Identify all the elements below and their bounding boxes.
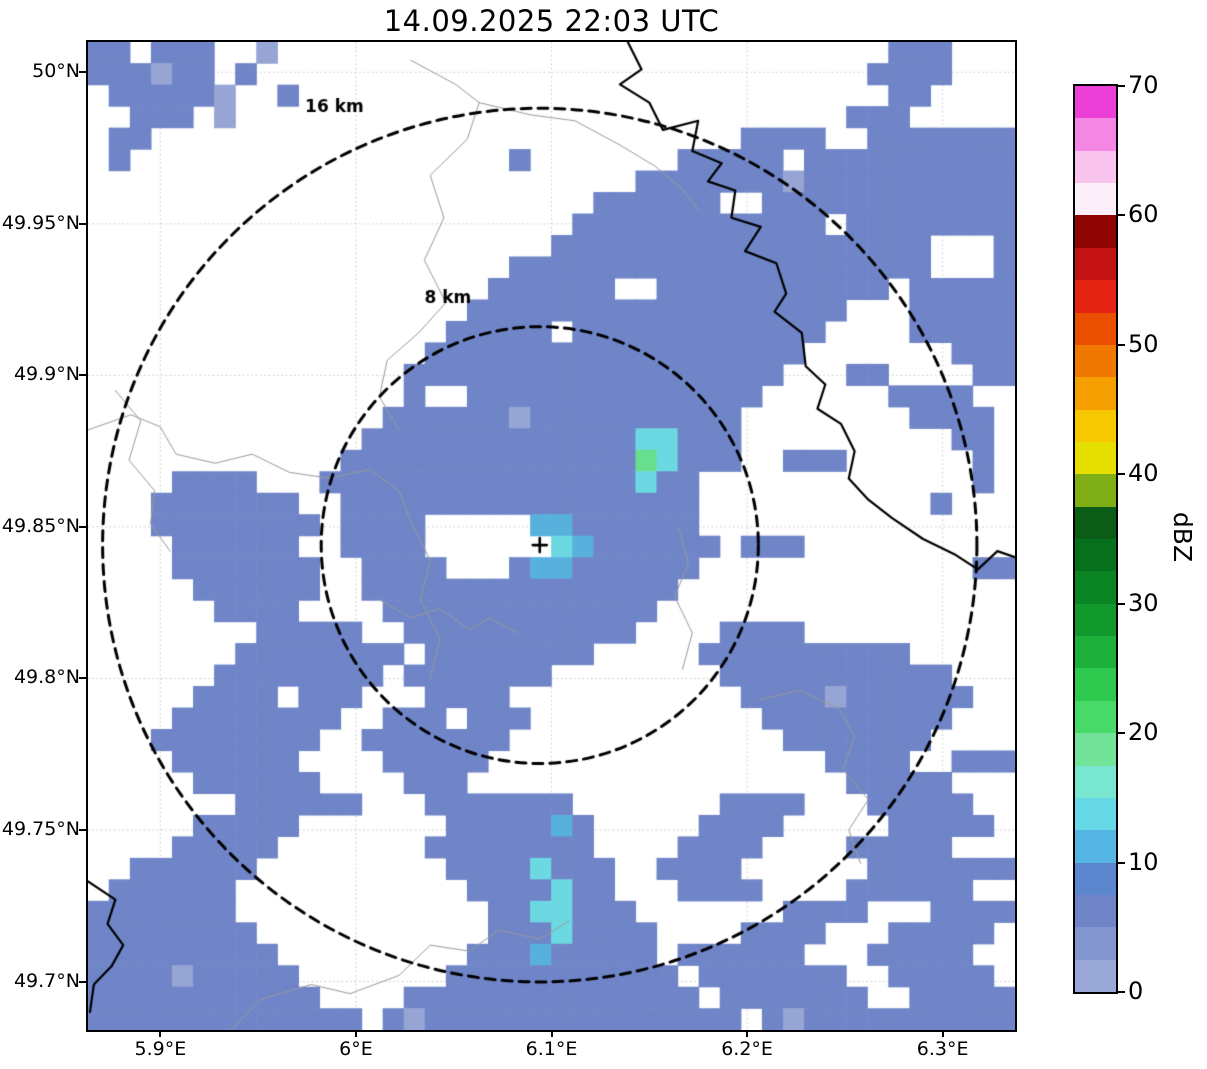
colorbar-band <box>1075 150 1116 184</box>
x-tick-mark <box>354 1030 357 1037</box>
figure-title: 14.09.2025 22:03 UTC <box>383 4 720 38</box>
colorbar-tick-label: 70 <box>1128 71 1159 99</box>
x-tick-label: 6.2°E <box>721 1038 773 1060</box>
colorbar-band <box>1075 86 1116 119</box>
colorbar-band <box>1075 700 1116 734</box>
colorbar-tick-label: 30 <box>1128 588 1159 617</box>
y-tick-mark <box>79 222 86 225</box>
colorbar-tick-mark <box>1118 732 1125 735</box>
x-tick-label: 6.1°E <box>525 1038 578 1060</box>
y-tick-label: 49.85°N <box>1 514 80 537</box>
colorbar-band <box>1075 344 1116 378</box>
colorbar-band <box>1075 506 1116 540</box>
y-tick-label: 50°N <box>32 60 80 83</box>
colorbar-band <box>1075 441 1116 475</box>
colorbar-tick-mark <box>1118 85 1125 87</box>
colorbar-band <box>1075 409 1116 442</box>
colorbar-tick-label: 20 <box>1128 718 1159 747</box>
colorbar-axis-label: dBZ <box>1168 511 1197 563</box>
colorbar-band <box>1075 733 1116 766</box>
y-tick-mark <box>79 374 86 377</box>
colorbar-tick-mark <box>1118 343 1125 346</box>
x-tick-mark <box>746 1030 749 1037</box>
colorbar-band <box>1075 474 1116 507</box>
x-tick-label: 6°E <box>339 1038 373 1060</box>
x-tick-label: 5.9°E <box>134 1038 187 1060</box>
colorbar-band <box>1075 862 1116 895</box>
colorbar-band <box>1075 312 1116 345</box>
colorbar-tick-label: 50 <box>1128 329 1159 358</box>
colorbar-band <box>1075 830 1116 863</box>
colorbar-tick-label: 10 <box>1128 847 1159 876</box>
colorbar-band <box>1075 539 1116 572</box>
y-tick-label: 49.95°N <box>1 211 80 234</box>
y-tick-label: 49.8°N <box>13 666 80 689</box>
colorbar-tick-label: 40 <box>1128 459 1159 488</box>
colorbar-band <box>1075 927 1116 960</box>
x-tick-mark <box>941 1030 944 1037</box>
colorbar-tick-mark <box>1118 473 1125 476</box>
colorbar-band <box>1075 797 1116 831</box>
colorbar-band <box>1075 571 1116 604</box>
colorbar-tick-mark <box>1118 602 1125 605</box>
colorbar-band <box>1075 247 1116 281</box>
x-tick-mark <box>159 1030 162 1037</box>
y-tick-mark <box>79 980 86 983</box>
map-frame <box>86 40 1017 1032</box>
colorbar-band <box>1075 377 1116 410</box>
colorbar-band <box>1075 636 1116 669</box>
colorbar-tick-label: 0 <box>1128 977 1144 1005</box>
colorbar-tick-mark <box>1118 214 1125 217</box>
colorbar-band <box>1075 668 1116 701</box>
colorbar-band <box>1075 959 1116 993</box>
x-tick-label: 6.3°E <box>916 1038 969 1060</box>
colorbar-band <box>1075 280 1116 313</box>
colorbar-band <box>1075 118 1116 151</box>
y-tick-label: 49.75°N <box>1 817 80 840</box>
colorbar-band <box>1075 603 1116 637</box>
y-tick-mark <box>79 525 86 528</box>
colorbar-tick-mark <box>1118 991 1125 993</box>
colorbar-band <box>1075 183 1116 216</box>
colorbar-tick-label: 60 <box>1128 200 1159 229</box>
colorbar <box>1073 84 1118 994</box>
colorbar-band <box>1075 894 1116 928</box>
radar-map-canvas <box>88 42 1015 1030</box>
colorbar-tick-mark <box>1118 861 1125 864</box>
y-tick-mark <box>79 677 86 680</box>
colorbar-bands <box>1075 86 1116 993</box>
colorbar-band <box>1075 765 1116 798</box>
y-tick-label: 49.7°N <box>13 969 80 992</box>
y-tick-mark <box>79 71 86 74</box>
x-tick-mark <box>550 1030 553 1037</box>
colorbar-band <box>1075 215 1116 248</box>
y-tick-mark <box>79 828 86 831</box>
y-tick-label: 49.9°N <box>13 363 80 386</box>
